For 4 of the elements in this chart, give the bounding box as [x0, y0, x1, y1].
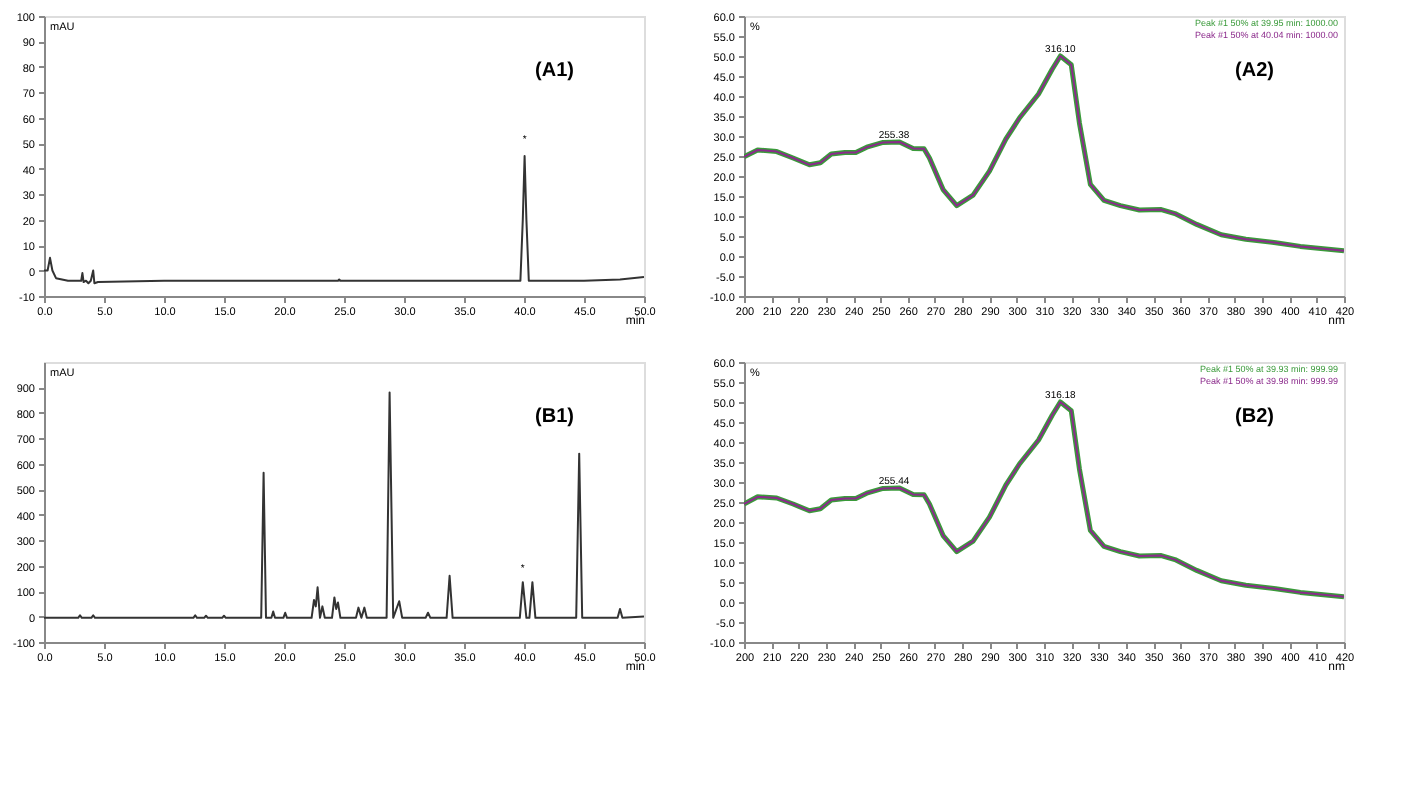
annotation: (B1): [535, 406, 574, 428]
annotation: (A2): [1235, 60, 1274, 82]
annotation: (A1): [535, 60, 574, 82]
annotation: (B2): [1235, 406, 1274, 428]
